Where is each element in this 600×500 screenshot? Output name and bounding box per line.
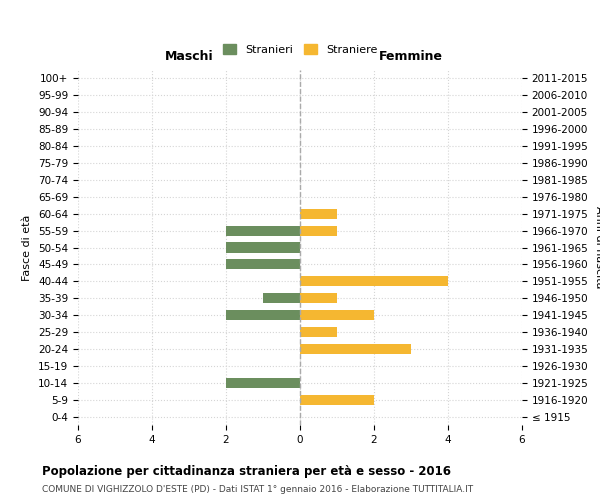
Text: Femmine: Femmine bbox=[379, 50, 443, 63]
Bar bbox=[226, 310, 300, 320]
Bar bbox=[226, 242, 300, 252]
Bar bbox=[300, 344, 411, 354]
Bar bbox=[300, 208, 337, 219]
Text: COMUNE DI VIGHIZZOLO D'ESTE (PD) - Dati ISTAT 1° gennaio 2016 - Elaborazione TUT: COMUNE DI VIGHIZZOLO D'ESTE (PD) - Dati … bbox=[42, 485, 473, 494]
Text: Popolazione per cittadinanza straniera per età e sesso - 2016: Popolazione per cittadinanza straniera p… bbox=[42, 465, 451, 478]
Bar bbox=[300, 327, 337, 337]
Bar bbox=[300, 293, 337, 304]
Bar bbox=[300, 226, 337, 235]
Text: Maschi: Maschi bbox=[164, 50, 214, 63]
Bar bbox=[300, 310, 374, 320]
Bar bbox=[263, 293, 300, 304]
Legend: Stranieri, Straniere: Stranieri, Straniere bbox=[218, 40, 382, 60]
Y-axis label: Fasce di età: Fasce di età bbox=[22, 214, 32, 280]
Bar bbox=[226, 378, 300, 388]
Bar bbox=[226, 226, 300, 235]
Bar bbox=[226, 260, 300, 270]
Bar bbox=[300, 394, 374, 404]
Bar bbox=[300, 276, 448, 286]
Y-axis label: Anni di nascita: Anni di nascita bbox=[594, 206, 600, 289]
